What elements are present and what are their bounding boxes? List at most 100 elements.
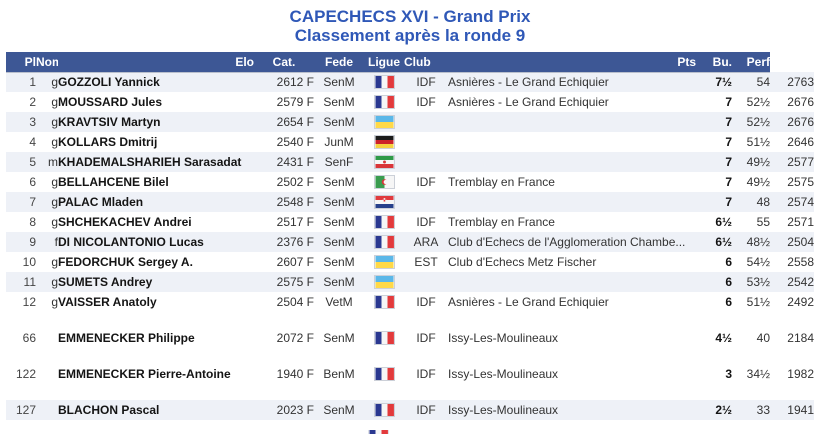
flag-icon-fra <box>373 94 395 109</box>
federation-cell <box>364 232 404 252</box>
fide-title-cell: m <box>36 152 58 172</box>
fide-title-cell: g <box>36 112 58 132</box>
fide-title-cell: g <box>51 295 58 309</box>
elo-cell: 2579 F <box>276 95 314 109</box>
page-title: CAPECHECS XVI - Grand Prix Classement ap… <box>0 0 820 45</box>
table-row: 11 g SUMETS Andrey 2575 F SenM 6 53½ 254… <box>6 272 814 292</box>
row-gap <box>6 348 814 364</box>
federation-cell <box>364 328 404 348</box>
category-cell: SenM <box>323 331 355 345</box>
elo-cell: 2502 F <box>276 175 314 189</box>
category-cell: SenM <box>314 192 364 212</box>
table-row: 6 g BELLAHCENE Bilel 2502 F SenM IDF Tre… <box>6 172 814 192</box>
player-name-cell: KRAVTSIV Martyn <box>58 112 254 132</box>
federation-cell <box>364 72 404 92</box>
buchholz-cell: 48 <box>732 192 770 212</box>
table-row: 1 g GOZZOLI Yannick 2612 F SenM IDF Asni… <box>6 72 814 92</box>
buchholz-cell: 34½ <box>746 367 770 381</box>
rank-cell: 127 <box>6 400 36 420</box>
federation-cell <box>364 400 404 420</box>
flag-icon-ger <box>373 134 395 149</box>
header-name: Nom <box>36 52 58 73</box>
federation-cell <box>364 252 404 272</box>
federation-cell <box>364 212 404 232</box>
club-cell <box>448 152 696 172</box>
league-cell: IDF <box>416 215 436 229</box>
flag-icon-fra <box>373 234 395 249</box>
buchholz-cell: 49½ <box>732 152 770 172</box>
elo-cell: 2654 F <box>254 112 314 132</box>
buchholz-cell: 51½ <box>746 295 770 309</box>
table-row: 2 g MOUSSARD Jules 2579 F SenM IDF Asniè… <box>6 92 814 112</box>
performance-cell: 2558 <box>787 255 814 269</box>
table-row: 122 EMMENECKER Pierre-Antoine 1940 F Ben… <box>6 364 814 384</box>
category-cell: JunM <box>324 135 354 149</box>
performance-cell: 2492 <box>787 295 814 309</box>
performance-cell: 2571 <box>787 215 814 229</box>
player-name-cell: SUMETS Andrey <box>58 272 254 292</box>
standings-body: 1 g GOZZOLI Yannick 2612 F SenM IDF Asni… <box>6 72 814 420</box>
flag-icon-ukr <box>373 254 395 269</box>
category-cell: SenF <box>314 152 364 172</box>
table-row: 7 g PALAC Mladen 2548 F SenM 7 48 2574 <box>6 192 814 212</box>
fide-title-cell: g <box>36 72 58 92</box>
category-cell: SenM <box>314 400 364 420</box>
elo-cell: 2376 F <box>254 232 314 252</box>
club-cell: Issy-Les-Moulineaux <box>448 367 559 381</box>
rank-cell: 10 <box>22 255 36 269</box>
fide-title-cell: f <box>36 232 58 252</box>
category-cell: BenM <box>323 367 355 381</box>
elo-cell: 2517 F <box>276 215 314 229</box>
player-name-cell: EMMENECKER Pierre-Antoine <box>58 367 231 381</box>
elo-cell: 2548 F <box>254 192 314 212</box>
table-row: 5 m KHADEMALSHARIEH Sarasadat 2431 F Sen… <box>6 152 814 172</box>
elo-cell: 2072 F <box>276 331 314 345</box>
category-cell: SenM <box>323 215 355 229</box>
points-cell: 7 <box>725 175 732 189</box>
fide-title-cell: g <box>51 255 58 269</box>
flag-icon-ukr <box>373 274 395 289</box>
buchholz-cell: 53½ <box>732 272 770 292</box>
category-cell: VetM <box>325 295 353 309</box>
elo-cell: 2612 F <box>254 72 314 92</box>
player-name-cell: VAISSER Anatoly <box>58 295 157 309</box>
performance-cell: 2574 <box>770 192 814 212</box>
category-cell: SenM <box>323 255 355 269</box>
federation-cell <box>364 92 404 112</box>
points-cell: 6½ <box>696 232 732 252</box>
elo-cell: 2607 F <box>276 255 314 269</box>
rank-cell: 2 <box>29 95 36 109</box>
performance-cell: 2542 <box>770 272 814 292</box>
club-cell: Asnières - Le Grand Echiquier <box>448 295 609 309</box>
rank-cell: 11 <box>6 272 36 292</box>
league-cell: IDF <box>404 72 448 92</box>
rank-cell: 3 <box>6 112 36 132</box>
category-cell: SenM <box>314 232 364 252</box>
rank-cell: 122 <box>15 367 36 381</box>
points-cell: 7 <box>696 112 732 132</box>
federation-cell <box>364 272 404 292</box>
header-buchholz: Bu. <box>696 52 732 73</box>
points-cell: 7 <box>725 135 732 149</box>
federation-cell <box>364 132 404 152</box>
header-league: Ligue <box>364 52 404 73</box>
performance-cell: 2676 <box>787 95 814 109</box>
fide-title-cell: g <box>51 135 58 149</box>
rank-cell: 8 <box>29 215 36 229</box>
club-cell: Issy-Les-Moulineaux <box>448 400 696 420</box>
player-name-cell: PALAC Mladen <box>58 192 254 212</box>
points-cell: 4½ <box>715 331 732 345</box>
header-points: Pts <box>448 52 696 73</box>
fide-title-cell: g <box>51 215 58 229</box>
player-name-cell: EMMENECKER Philippe <box>58 331 195 345</box>
rank-cell: 5 <box>6 152 36 172</box>
flag-icon-ukr <box>373 114 395 129</box>
table-row: 12 g VAISSER Anatoly 2504 F VetM IDF Asn… <box>6 292 814 312</box>
points-cell: 6 <box>696 272 732 292</box>
buchholz-cell: 54 <box>732 72 770 92</box>
category-cell: SenM <box>314 112 364 132</box>
row-gap <box>6 312 814 328</box>
performance-cell: 2575 <box>787 175 814 189</box>
player-name-cell: BELLAHCENE Bilel <box>58 175 169 189</box>
